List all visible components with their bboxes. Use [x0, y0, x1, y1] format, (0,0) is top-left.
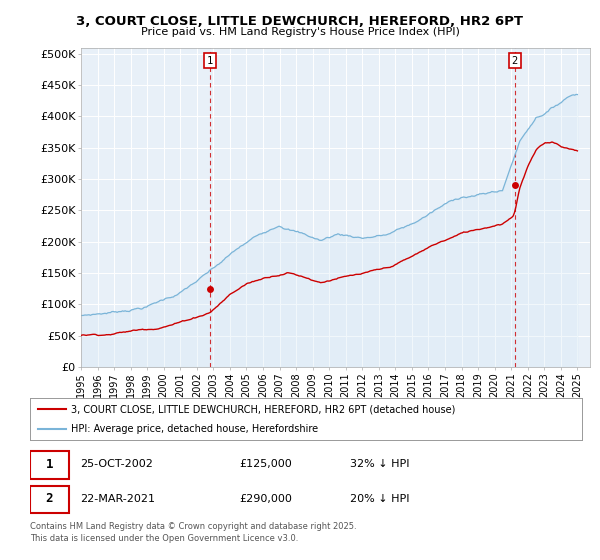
FancyBboxPatch shape — [30, 451, 68, 479]
Text: 1: 1 — [46, 458, 53, 470]
Text: 3, COURT CLOSE, LITTLE DEWCHURCH, HEREFORD, HR2 6PT (detached house): 3, COURT CLOSE, LITTLE DEWCHURCH, HEREFO… — [71, 404, 456, 414]
Text: 32% ↓ HPI: 32% ↓ HPI — [350, 459, 410, 469]
Text: Contains HM Land Registry data © Crown copyright and database right 2025.
This d: Contains HM Land Registry data © Crown c… — [30, 522, 356, 543]
Text: 1: 1 — [207, 56, 214, 66]
Text: 20% ↓ HPI: 20% ↓ HPI — [350, 494, 410, 504]
Text: 25-OCT-2002: 25-OCT-2002 — [80, 459, 152, 469]
FancyBboxPatch shape — [30, 486, 68, 514]
Text: HPI: Average price, detached house, Herefordshire: HPI: Average price, detached house, Here… — [71, 424, 319, 434]
Text: 3, COURT CLOSE, LITTLE DEWCHURCH, HEREFORD, HR2 6PT: 3, COURT CLOSE, LITTLE DEWCHURCH, HEREFO… — [77, 15, 523, 28]
Text: £290,000: £290,000 — [240, 494, 293, 504]
Text: Price paid vs. HM Land Registry's House Price Index (HPI): Price paid vs. HM Land Registry's House … — [140, 27, 460, 38]
Text: 22-MAR-2021: 22-MAR-2021 — [80, 494, 155, 504]
Text: 2: 2 — [46, 492, 53, 505]
Text: 2: 2 — [512, 56, 518, 66]
Text: £125,000: £125,000 — [240, 459, 293, 469]
